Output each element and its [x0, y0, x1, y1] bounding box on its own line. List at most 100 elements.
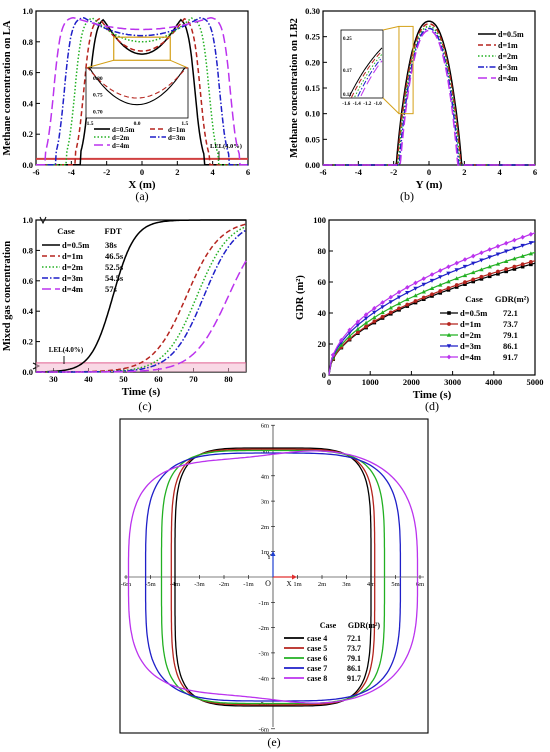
- data-point: [372, 305, 377, 311]
- data-point: [372, 310, 377, 315]
- x-tick-label: 2: [175, 167, 179, 177]
- data-point: [347, 334, 352, 338]
- x-tick-label: 3000: [444, 377, 461, 387]
- data-point: [479, 277, 484, 281]
- y-tick-label: 0.20: [305, 57, 320, 67]
- legend-value: 46.5s: [105, 251, 124, 261]
- x-tick-label: -6m: [121, 581, 131, 588]
- legend-label: d=0.5m: [112, 126, 135, 134]
- series-line-d=4m: [36, 260, 247, 373]
- data-point: [363, 312, 369, 318]
- x-tick-label: -2: [390, 167, 397, 177]
- data-point: [471, 270, 476, 275]
- inset-y-tick-label: 0.80: [93, 76, 103, 82]
- y-tick-label: 0.4: [22, 98, 33, 108]
- data-point: [495, 252, 501, 257]
- x-tick-label: -3m: [194, 581, 204, 588]
- data-point: [396, 301, 402, 306]
- data-point: [388, 305, 393, 310]
- legend-header: GDR(m²): [348, 621, 381, 630]
- y-tick-label: 1m: [261, 549, 269, 556]
- legend-label: d=0.5m: [62, 240, 89, 250]
- panel-3: 30 40 50 60 70 80 0.0 0.2 0.4 0.6 0.8 1.0 Time (s) Mi…: [2, 215, 247, 413]
- data-point: [447, 322, 451, 326]
- panel-1: -6 -4 -2 0 2 4 6 0.0 0.2 0.4 0.6 0.8 1.0 X (m) Methane…: [2, 6, 250, 203]
- inset-series-d=3m: [357, 57, 383, 97]
- y-tick-label: 0.10: [305, 109, 320, 119]
- inset-y-tick-label: 0.25: [343, 37, 352, 42]
- data-point: [429, 272, 435, 277]
- series-line-d=4m: [36, 17, 248, 166]
- inset-x-tick-label: 0.0: [134, 121, 141, 127]
- data-point: [503, 249, 509, 254]
- x-tick-label: 80: [224, 374, 233, 384]
- series-line-d=0.5m: [36, 219, 246, 373]
- data-point: [520, 262, 525, 267]
- inset-x-tick-label: 1.5: [181, 121, 188, 127]
- plot-frame: [119, 418, 429, 734]
- y-tick-label: 1.0: [22, 215, 33, 225]
- y-tick-label: 0.6: [22, 68, 33, 78]
- data-point: [429, 286, 435, 291]
- legend-header: Case: [320, 621, 337, 630]
- legend-label: d=2m: [112, 134, 129, 142]
- data-point: [447, 311, 451, 315]
- data-point: [496, 272, 500, 276]
- x-axis-label: Time (s): [122, 386, 161, 398]
- legend-value: 79.1: [503, 330, 518, 340]
- lel-annotation: LEL(4.0%): [49, 346, 84, 354]
- data-point: [372, 315, 377, 320]
- x-tick-label: 6m: [416, 581, 424, 588]
- series-line-d=3m: [36, 17, 248, 166]
- data-point: [372, 319, 377, 324]
- panel-5: -6m -5m -4m -3m -2m -1m 1m 2m 3m 4m 5m 6m6m5m4m3m2m…: [119, 418, 429, 749]
- data-point: [520, 264, 525, 269]
- legend-label: case 8: [307, 674, 327, 683]
- y-tick-label: 0.4: [22, 306, 33, 316]
- inset-series-d=1m: [86, 67, 188, 99]
- zoom-connector: [382, 25, 400, 31]
- data-point: [413, 293, 418, 298]
- x-tick-label: 6: [246, 167, 250, 177]
- y-tick-label: -1m: [259, 600, 269, 607]
- data-point: [363, 316, 369, 321]
- data-point: [364, 324, 368, 329]
- legend-header: GDR(m²): [495, 294, 529, 304]
- legend-value: 73.7: [347, 644, 361, 653]
- legend-label: d=1m: [460, 319, 481, 329]
- data-point: [388, 300, 393, 305]
- inset-series-d=2m: [354, 53, 383, 98]
- y-axis-label: Methane concentration on LB2: [289, 18, 300, 158]
- data-point: [528, 251, 534, 256]
- y-tick-label: 0.00: [305, 160, 320, 170]
- data-point: [347, 327, 352, 333]
- inset-y-tick-label: 0.11: [343, 93, 352, 98]
- inset-x-tick-label: -1.6: [342, 102, 350, 107]
- contour-case-8: [127, 450, 419, 704]
- data-point: [438, 268, 443, 273]
- legend-label: d=4m: [498, 74, 518, 83]
- y-axis-label: GDR (m²): [295, 275, 306, 320]
- x-tick-label: 2: [462, 167, 466, 177]
- data-point: [339, 337, 344, 343]
- legend-label: d=1m: [168, 126, 185, 134]
- data-point: [446, 344, 452, 349]
- data-point: [405, 291, 410, 295]
- data-point: [479, 258, 484, 263]
- data-point: [471, 279, 475, 284]
- inset-series-d=0.5m: [348, 47, 383, 97]
- y-tick-label: 6m: [261, 423, 269, 430]
- data-point: [405, 284, 410, 290]
- data-point: [355, 323, 361, 328]
- legend-label: d=2m: [62, 262, 83, 272]
- legend-label: d=0.5m: [460, 308, 487, 318]
- legend-label: case 7: [307, 664, 327, 673]
- data-point: [454, 260, 459, 266]
- y-tick-label: 0.2: [22, 337, 33, 347]
- data-point: [330, 352, 336, 358]
- data-point: [520, 253, 525, 258]
- data-point: [512, 264, 517, 269]
- data-point: [396, 295, 402, 300]
- y-tick-label: -3m: [259, 650, 269, 657]
